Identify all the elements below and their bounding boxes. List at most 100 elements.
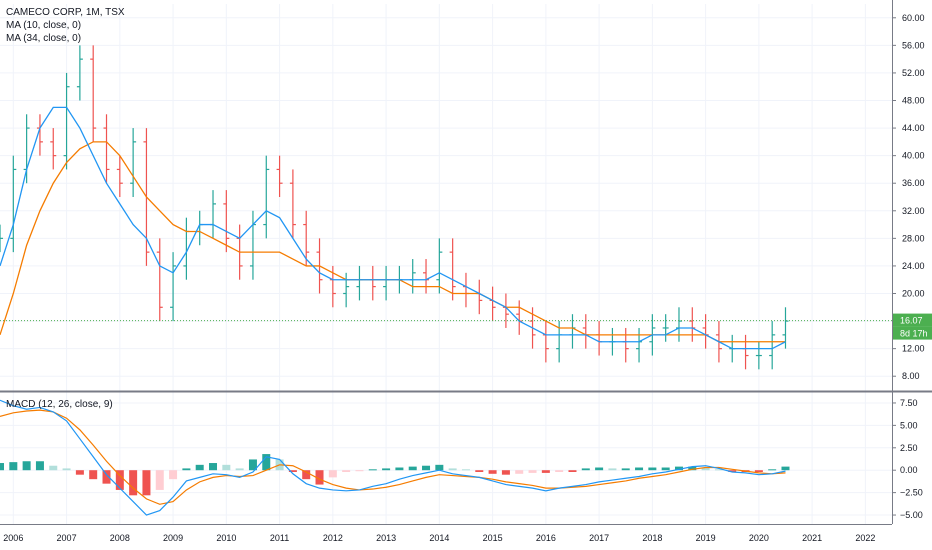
price-tick-label: 52.00 (902, 68, 925, 78)
time-tick-label: 2014 (429, 533, 449, 543)
macd-histogram-bar[interactable] (568, 470, 577, 472)
macd-histogram-bar[interactable] (674, 466, 683, 471)
time-tick-label: 2009 (163, 533, 183, 543)
macd-histogram-bar[interactable] (501, 470, 510, 475)
macd-histogram-bar[interactable] (302, 470, 311, 480)
price-tick-label: 60.00 (902, 13, 925, 23)
macd-histogram-bar[interactable] (528, 470, 537, 473)
macd-histogram-bar[interactable] (648, 467, 657, 471)
macd-histogram-bar[interactable] (368, 469, 377, 471)
macd-histogram-bar[interactable] (488, 470, 497, 474)
countdown-tag-label: 8d 17h (900, 329, 928, 339)
price-tick-label: 40.00 (902, 151, 925, 161)
price-tick-label: 44.00 (902, 123, 925, 133)
macd-histogram-bar[interactable] (75, 470, 84, 475)
macd-histogram-bar[interactable] (728, 470, 737, 472)
ma10-line[interactable] (0, 106, 786, 350)
macd-histogram-bar[interactable] (382, 468, 391, 471)
macd-histogram-bar[interactable] (248, 459, 257, 471)
macd-histogram-bar[interactable] (595, 467, 604, 471)
macd-histogram-bar[interactable] (169, 470, 178, 480)
macd-tick-label: −5.00 (900, 510, 923, 520)
macd-tick-label: 5.00 (900, 420, 918, 430)
price-tick-label: 48.00 (902, 96, 925, 106)
ma10-legend[interactable]: MA (10, close, 0) (6, 20, 82, 31)
macd-histogram-bar[interactable] (222, 464, 231, 471)
last-price-tag (893, 313, 932, 327)
macd-histogram-bar[interactable] (635, 467, 644, 471)
macd-histogram-bar[interactable] (102, 470, 111, 484)
macd-histogram-bar[interactable] (435, 464, 444, 471)
macd-histogram-bar[interactable] (408, 466, 417, 471)
macd-histogram-bar[interactable] (9, 462, 18, 471)
macd-histogram-bar[interactable] (209, 463, 218, 471)
macd-histogram-bar[interactable] (22, 461, 31, 471)
time-tick-label: 2012 (323, 533, 343, 543)
macd-histogram-bar[interactable] (555, 470, 564, 472)
macd-histogram-bar[interactable] (235, 468, 244, 471)
macd-tick-label: 0.00 (900, 465, 918, 475)
macd-histogram-bar[interactable] (288, 470, 297, 472)
macd-pane[interactable] (0, 399, 790, 516)
macd-histogram-bar[interactable] (49, 465, 58, 471)
macd-histogram-bar[interactable] (0, 463, 4, 471)
time-tick-label: 2007 (57, 533, 77, 543)
grid (0, 4, 892, 524)
price-tick-label: 12.00 (902, 344, 925, 354)
price-pane[interactable] (0, 45, 892, 370)
macd-histogram-bar[interactable] (515, 470, 524, 474)
macd-histogram-bar[interactable] (89, 470, 98, 480)
macd-histogram-bar[interactable] (115, 470, 124, 490)
price-tick-label: 36.00 (902, 178, 925, 188)
macd-histogram-bar[interactable] (768, 469, 777, 471)
macd-legend-label[interactable]: MACD (12, 26, close, 9) (6, 399, 113, 410)
chart-title[interactable]: CAMECO CORP, 1M, TSX (6, 7, 125, 18)
macd-histogram-bar[interactable] (754, 470, 763, 472)
macd-histogram-bar[interactable] (195, 464, 204, 471)
macd-line[interactable] (0, 399, 786, 516)
macd-histogram-bar[interactable] (701, 467, 710, 471)
ma34-line[interactable] (0, 141, 786, 343)
time-tick-label: 2021 (802, 533, 822, 543)
macd-histogram-bar[interactable] (581, 468, 590, 471)
macd-signal-line[interactable] (0, 409, 786, 505)
macd-histogram-bar[interactable] (315, 470, 324, 485)
macd-histogram-bar[interactable] (395, 467, 404, 471)
time-tick-label: 2006 (3, 533, 23, 543)
macd-histogram-bar[interactable] (355, 470, 364, 472)
macd-tick-label: 2.50 (900, 443, 918, 453)
macd-histogram-bar[interactable] (661, 467, 670, 471)
macd-histogram-bar[interactable] (328, 470, 337, 478)
time-tick-label: 2015 (483, 533, 503, 543)
time-tick-label: 2008 (110, 533, 130, 543)
macd-histogram-bar[interactable] (182, 468, 191, 471)
macd-histogram-bar[interactable] (461, 469, 470, 471)
price-tick-label: 20.00 (902, 289, 925, 299)
macd-histogram-bar[interactable] (608, 468, 617, 471)
time-tick-label: 2011 (270, 533, 289, 543)
macd-histogram-bar[interactable] (448, 468, 457, 471)
macd-histogram-bar[interactable] (688, 466, 697, 471)
price-tick-label: 8.00 (902, 371, 920, 381)
macd-histogram-bar[interactable] (129, 470, 138, 496)
macd-histogram-bar[interactable] (155, 470, 164, 490)
time-tick-label: 2019 (696, 533, 716, 543)
macd-histogram-bar[interactable] (262, 454, 271, 471)
macd-tick-label: 7.50 (900, 398, 918, 408)
macd-histogram-bar[interactable] (342, 470, 351, 472)
time-tick-label: 2022 (855, 533, 875, 543)
price-legend: CAMECO CORP, 1M, TSX MA (10, close, 0) M… (6, 6, 125, 45)
macd-histogram-bar[interactable] (62, 468, 71, 471)
macd-histogram-bar[interactable] (781, 466, 790, 471)
macd-histogram-bar[interactable] (422, 465, 431, 471)
macd-histogram-bar[interactable] (621, 468, 630, 471)
macd-histogram-bar[interactable] (541, 470, 550, 473)
time-tick-label: 2018 (642, 533, 662, 543)
macd-histogram-bar[interactable] (475, 470, 484, 472)
ma34-legend[interactable]: MA (34, close, 0) (6, 33, 82, 44)
macd-histogram-bar[interactable] (35, 461, 44, 471)
macd-histogram-bar[interactable] (142, 470, 151, 496)
macd-histogram-bar[interactable] (714, 469, 723, 471)
